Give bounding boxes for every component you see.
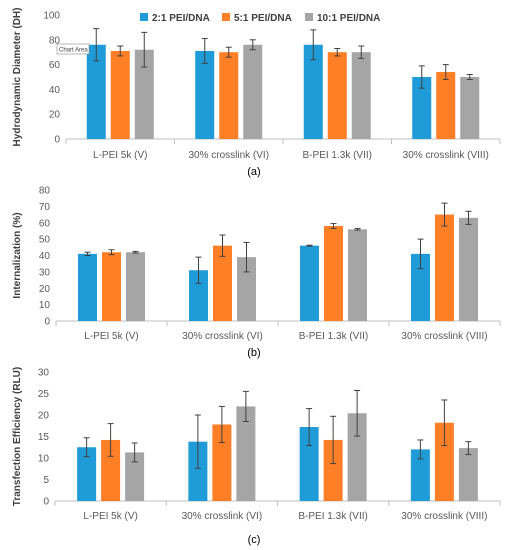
y-tick-label: 0 <box>54 135 60 146</box>
y-tick-label: 5 <box>43 475 49 486</box>
bar <box>324 226 343 321</box>
bar <box>348 229 367 321</box>
x-tick-label: B-PEI 1.3k (VII) <box>298 511 367 522</box>
x-tick-label: 30% crosslink (VIII) <box>401 331 487 342</box>
y-tick-label: 100 <box>43 11 60 22</box>
y-tick-label: 80 <box>49 35 61 46</box>
bar <box>323 439 343 501</box>
bar <box>110 50 130 139</box>
bar <box>300 245 319 321</box>
bar <box>134 49 154 139</box>
y-axis-title: Hydrodynamic Diameter (DH) <box>12 8 23 147</box>
y-tick-label: 10 <box>38 454 50 465</box>
bar <box>77 447 97 501</box>
bar <box>213 245 232 321</box>
bar <box>436 72 456 139</box>
y-tick-label: 60 <box>49 60 61 71</box>
legend-swatch <box>222 13 230 21</box>
y-tick-label: 30 <box>38 368 50 379</box>
x-tick-label: L-PEI 5k (V) <box>83 511 137 522</box>
caption-c: (c) <box>248 534 261 546</box>
bar <box>458 448 478 501</box>
y-axis-title: Internalization (%) <box>12 212 23 298</box>
x-tick-label: B-PEI 1.3k (VII) <box>299 331 368 342</box>
bar <box>102 252 121 321</box>
bar <box>411 253 430 321</box>
bar <box>86 44 106 140</box>
y-tick-label: 0 <box>44 317 50 328</box>
bar <box>299 427 319 501</box>
bar <box>78 253 97 321</box>
legend-label: 2:1 PEI/DNA <box>152 13 210 24</box>
chart-panel-a: 0 20 40 60 80 100 Hydrodynamic Diameter (DH) L-… <box>12 8 501 161</box>
y-tick-label: 20 <box>49 110 61 121</box>
bar <box>347 413 367 501</box>
bar <box>236 406 256 501</box>
y-tick-label: 40 <box>39 251 51 262</box>
y-tick-label: 15 <box>38 432 50 443</box>
y-tick-label: 10 <box>39 300 51 311</box>
x-tick-label: L-PEI 5k (V) <box>84 331 138 342</box>
bar <box>101 439 121 501</box>
legend-label: 5:1 PEI/DNA <box>234 13 292 24</box>
y-axis-title: Transfection Efficiency (RLU) <box>12 367 23 506</box>
bar <box>243 44 263 140</box>
x-tick-label: B-PEI 1.3k (VII) <box>303 150 372 161</box>
y-tick-label: 60 <box>39 218 51 229</box>
y-tick-label: 20 <box>38 411 50 422</box>
x-tick-label: 30% crosslink (VIII) <box>401 511 487 522</box>
y-tick-label: 0 <box>43 497 49 508</box>
bar <box>303 44 323 140</box>
bar <box>126 252 145 321</box>
caption-b: (b) <box>247 347 260 359</box>
bar <box>125 452 145 501</box>
x-tick-label: L-PEI 5k (V) <box>93 150 147 161</box>
legend-label: 10:1 PEI/DNA <box>317 13 380 24</box>
chart-panel-b: 0 10 20 30 40 50 60 70 80 Internalization (%) L-PE… <box>12 186 501 342</box>
bar <box>459 217 478 321</box>
tooltip-box <box>56 43 90 55</box>
bar <box>212 424 232 501</box>
bar <box>219 52 239 140</box>
y-tick-label: 40 <box>49 85 61 96</box>
x-tick-label: 30% crosslink (VIII) <box>403 150 489 161</box>
caption-a: (a) <box>247 166 260 178</box>
bar <box>188 441 208 501</box>
y-tick-label: 50 <box>39 235 51 246</box>
x-tick-label: 30% crosslink (VI) <box>182 331 263 342</box>
legend-swatch <box>140 13 148 21</box>
bar <box>435 214 454 321</box>
y-tick-label: 25 <box>38 389 50 400</box>
y-tick-label: 20 <box>39 284 51 295</box>
bar <box>434 422 454 501</box>
legend-swatch <box>305 13 313 21</box>
y-tick-label: 30 <box>39 267 51 278</box>
y-tick-label: 80 <box>39 186 51 197</box>
tooltip-text: Chart Area <box>59 48 88 54</box>
bar <box>410 449 430 501</box>
y-tick-label: 70 <box>39 202 51 213</box>
x-tick-label: 30% crosslink (VI) <box>182 511 263 522</box>
chart-panel-c: 0 5 10 15 20 25 30 Transfection Efficiency (RLU… <box>12 367 501 522</box>
bar <box>195 50 215 139</box>
bar <box>412 77 432 139</box>
x-tick-label: 30% crosslink (VI) <box>188 150 269 161</box>
bar <box>189 270 208 321</box>
bar <box>351 52 371 140</box>
bar <box>460 77 480 139</box>
bar <box>327 52 347 140</box>
bar <box>237 257 256 321</box>
